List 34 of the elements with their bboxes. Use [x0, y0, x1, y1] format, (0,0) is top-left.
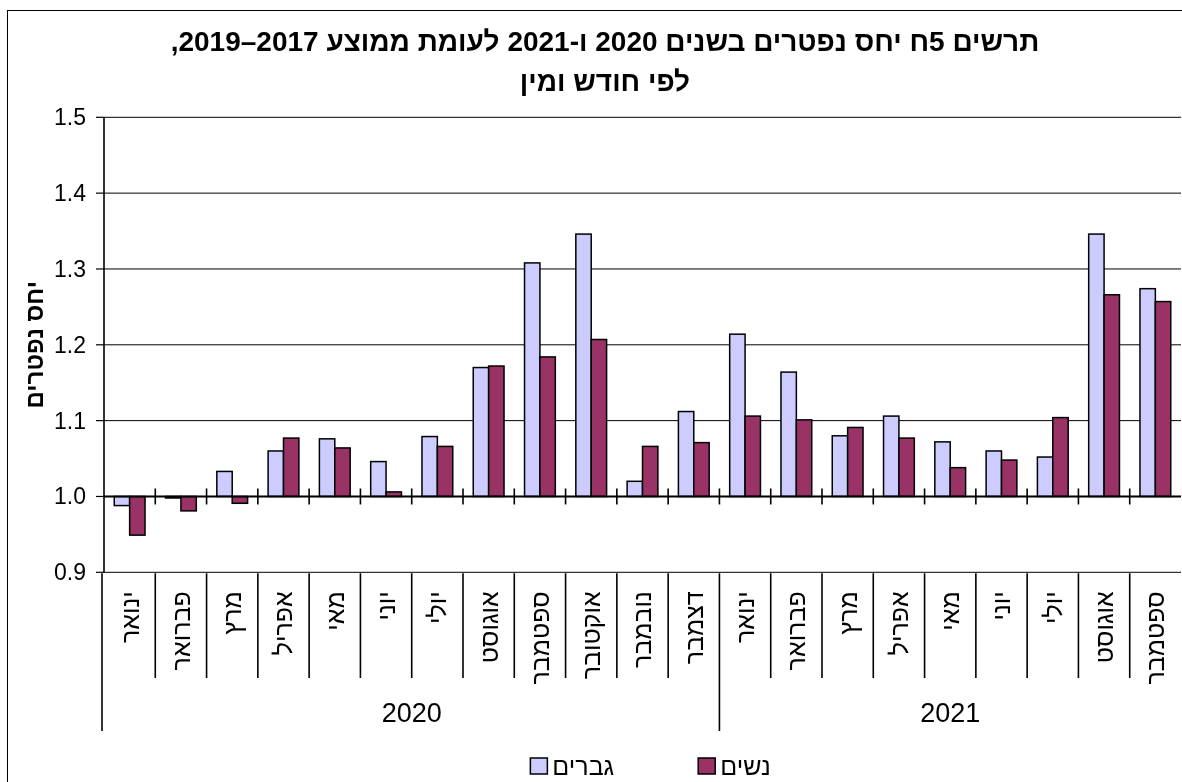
x-tick-label: יוני — [372, 591, 401, 621]
x-tick-label: מרץ — [833, 591, 862, 635]
text: 2020 — [381, 698, 442, 728]
legend-label: גברים — [552, 752, 615, 780]
x-tick-label: נובמבר — [628, 591, 657, 668]
x-tick-label: ינואר — [115, 591, 144, 644]
x-tick-label: פברואר — [782, 591, 811, 671]
y-tick-label: 1.0 — [54, 483, 86, 510]
x-tick-label: אוגוסט — [1090, 591, 1119, 664]
x-tick-label: מרץ — [218, 591, 247, 635]
y-tick-label: 1.3 — [54, 255, 86, 282]
legend-label: נשים — [720, 752, 771, 780]
y-tick-label: 1.5 — [54, 104, 86, 131]
x-tick-label: מאי — [320, 591, 349, 631]
y-tick-label: 1.4 — [54, 180, 87, 207]
y-tick-label: 0.9 — [54, 559, 86, 586]
x-tick-label: יוני — [987, 591, 1016, 621]
x-tick-label: אפריל — [269, 591, 298, 656]
x-tick-label: ספטמבר — [525, 591, 554, 685]
x-tick-label: יולי — [1038, 591, 1067, 625]
x-tick-label: אוגוסט — [474, 591, 503, 664]
x-tick-label: ספטמבר — [1141, 591, 1170, 685]
x-tick-label: פברואר — [166, 591, 195, 671]
x-tick-label: ינואר — [731, 591, 760, 644]
x-tick-label: דצמבר — [679, 591, 708, 665]
y-tick-label: 1.2 — [54, 331, 86, 358]
text: 2021 — [920, 698, 981, 728]
y-tick-label: 1.1 — [54, 407, 86, 434]
x-tick-label: אוקטובר — [577, 591, 606, 680]
x-tick-label: מאי — [936, 591, 965, 631]
chart-title: תרשים 5ח יחס נפטרים בשנים 2020 ו-2021 לעומת ממוצע 2017–2019, לפי חודש ומין — [169, 25, 1041, 99]
x-tick-label: אפריל — [884, 591, 913, 656]
y-axis-title: יחס נפטרים — [21, 281, 49, 409]
x-tick-label: יולי — [423, 591, 452, 625]
